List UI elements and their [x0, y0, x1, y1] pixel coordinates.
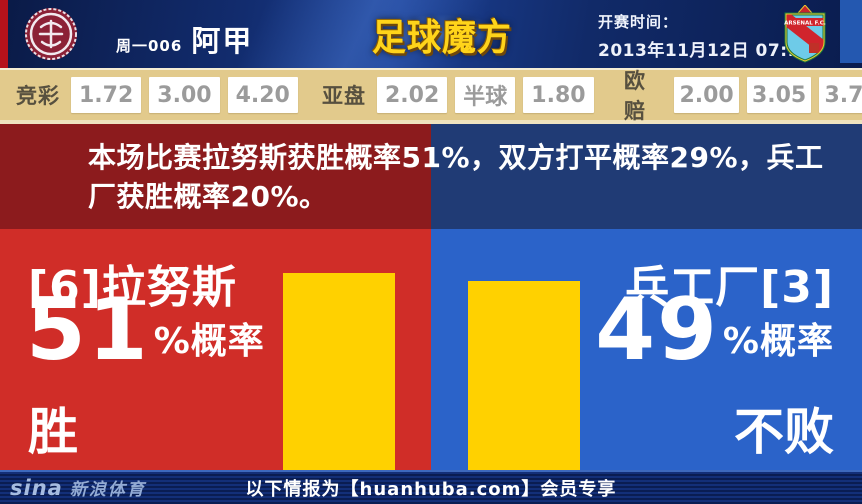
- odds-group-yapan: 亚盘 2.02 半球 1.80: [322, 70, 594, 120]
- probability-panels: [6]拉努斯 51 %概率 胜 兵工厂[3] 49 %概率 不败: [0, 229, 862, 470]
- odds-group-label: 竞彩: [16, 84, 60, 108]
- odds-value-box: 半球: [455, 77, 516, 113]
- arsenal-sarandi-crest-icon: ARSENAL F.C.: [784, 5, 826, 63]
- home-outcome-label: 胜: [28, 403, 78, 461]
- away-team-name: 兵工厂[3]: [625, 262, 834, 313]
- odds-group-label: 欧赔: [624, 69, 646, 123]
- match-label: 周一006 阿甲: [116, 18, 253, 60]
- odds-group-oupei: 欧赔 2.00 3.05 3.73: [624, 69, 862, 123]
- sina-sports-label: 新浪体育: [69, 480, 146, 500]
- sina-sports-logo: sina 新浪体育: [10, 475, 146, 500]
- sina-logo-icon: sina: [10, 476, 63, 500]
- summary-text: 本场比赛拉努斯获胜概率51%，双方打平概率29%，兵工厂获胜概率20%。: [88, 141, 824, 213]
- probability-bar: [283, 273, 395, 470]
- odds-value-box: 2.00: [674, 77, 739, 113]
- home-probability: 51 %概率: [26, 280, 265, 380]
- odds-bar: 竞彩 1.72 3.00 4.20 亚盘 2.02 半球 1.80 欧赔 2.0…: [0, 68, 862, 123]
- arsenal-crest-text: ARSENAL F.C.: [784, 21, 826, 27]
- footer-notice: 以下情报为【huanhuba.com】会员专享: [245, 479, 617, 500]
- lanus-crest-icon: [25, 8, 77, 60]
- away-probability: 49 %概率: [595, 280, 834, 380]
- odds-group-label: 亚盘: [322, 84, 366, 108]
- brand-logo: 足球魔方: [352, 6, 532, 62]
- footer-bar: 以下情报为【huanhuba.com】会员专享 sina 新浪体育: [0, 470, 862, 504]
- away-outcome-label: 不败: [734, 403, 834, 461]
- summary-band: 本场比赛拉努斯获胜概率51%，双方打平概率29%，兵工厂获胜概率20%。: [0, 122, 862, 229]
- odds-value-box: 1.80: [523, 77, 594, 113]
- odds-value-box: 3.00: [149, 77, 220, 113]
- brand-logo-text: 足球魔方: [372, 16, 512, 60]
- away-probability-suffix: %概率: [722, 321, 834, 363]
- home-probability-suffix: %概率: [153, 321, 265, 363]
- odds-value-box: 1.72: [71, 77, 142, 113]
- probability-bar: [468, 281, 580, 470]
- home-team-name: [6]拉努斯: [28, 262, 237, 313]
- odds-value-box: 4.20: [227, 77, 298, 113]
- odds-value-box: 3.05: [746, 77, 812, 113]
- kickoff-info: 开赛时间： 2013年11月12日 07:15: [598, 11, 812, 61]
- right-edge-stripe: [840, 0, 862, 63]
- kickoff-label: 开赛时间：: [598, 13, 679, 31]
- away-probability-value: 49: [595, 280, 719, 380]
- match-number: 周一006: [116, 37, 183, 55]
- top-banner: 周一006 阿甲 足球魔方 开赛时间： 2013年11月12日 07:15 AR…: [0, 0, 862, 68]
- league-name: 阿甲: [191, 24, 254, 58]
- odds-group-jingcai: 竞彩 1.72 3.00 4.20: [16, 70, 298, 120]
- left-edge-stripe: [0, 0, 8, 68]
- home-probability-value: 51: [26, 280, 150, 380]
- odds-value-box: 3.73: [819, 77, 862, 113]
- odds-value-box: 2.02: [377, 77, 448, 113]
- kickoff-time: 2013年11月12日 07:15: [598, 41, 813, 61]
